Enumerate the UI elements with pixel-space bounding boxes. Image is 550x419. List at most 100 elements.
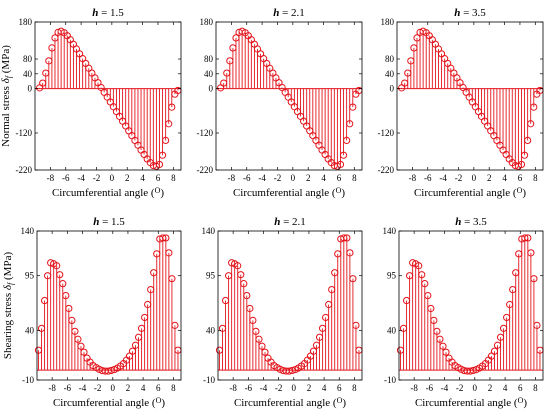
x-tick-label: 6 [337,383,342,393]
data-point [220,79,228,87]
data-point [336,160,345,169]
x-tick-label: 4 [321,173,326,183]
data-point [410,44,418,52]
y-tick-label: -10 [22,375,34,385]
data-point [42,69,50,77]
x-tick-label: 4 [141,383,146,393]
data-point [221,296,230,305]
x-tick-label: 4 [140,173,145,183]
y-tick-label: 140 [202,226,216,236]
x-tick-label: -4 [439,173,447,183]
x-tick-label: 2 [306,173,311,183]
data-point [524,136,532,144]
x-tick-label: -4 [258,173,266,183]
chart-panel-4: -8 -6 -4 -2 0 2 4 6 8 140 95 40 -10 h = 1.5 Circumfere… [2,216,182,409]
data-point [349,275,357,283]
data-point [433,327,441,335]
data-point [141,313,149,322]
data-point [153,250,161,258]
y-tick-label: -120 [378,128,395,138]
panel-title: h = 2.1 [274,216,306,228]
axes-frame [36,230,182,381]
data-point [107,366,115,375]
x-tick-label: 6 [156,383,161,393]
data-point [315,333,324,341]
data-point [80,348,88,356]
data-point [509,286,517,294]
data-point [47,259,55,267]
x-tick-label: -2 [274,173,282,183]
data-point [402,296,411,305]
data-point [77,342,85,350]
data-point [404,69,412,77]
x-tick-label: 0 [472,173,477,183]
data-point [318,324,327,332]
data-point [430,316,438,324]
y-tick-label: 0 [28,84,33,94]
data-point [439,342,447,350]
x-tick-label: -6 [245,383,253,393]
data-point [165,120,173,128]
data-point [168,275,176,283]
x-tick-label: 2 [125,173,130,183]
data-point [409,259,417,267]
y-tick-label: 180 [381,17,395,27]
x-tick-label: -2 [455,173,463,183]
data-point [37,324,46,332]
data-point [255,335,263,343]
panel-title: h = 3.5 [454,7,486,19]
y-tick-label: -220 [197,165,214,175]
data-point [349,103,357,111]
data-point [406,272,414,280]
data-point [499,324,508,332]
data-point [128,347,137,355]
axes-frame [215,21,363,171]
x-tick-label: -6 [426,383,434,393]
x-tick-label: 4 [322,383,327,393]
data-point [401,79,409,87]
x-tick-label: -8 [47,173,55,183]
x-tick-label: -8 [229,383,237,393]
x-tick-label: 8 [352,383,357,393]
data-point [506,300,514,309]
y-tick-label: 40 [204,69,214,79]
data-point [147,286,155,294]
data-point [527,120,535,128]
data-point [530,275,538,283]
x-tick-label: -8 [410,383,418,393]
data-point [215,346,224,354]
data-point [312,341,321,349]
y-tick-label: 0 [209,84,214,94]
x-tick-label: -4 [77,173,85,183]
y-tick-label: -120 [16,128,33,138]
data-point [246,304,254,313]
y-tick-label: 80 [204,54,214,64]
x-tick-label: -8 [48,383,56,393]
x-tick-label: -4 [441,383,449,393]
y-tick-label: 180 [19,17,33,27]
x-tick-label: -6 [243,173,251,183]
data-point [48,44,56,52]
y-axis-label: Shearing stress δf (MPa) [2,252,15,360]
chart-panel-5: -8 -6 -4 -2 0 2 4 6 8 140 95 40 -10 h = 2.1 Circumfere… [202,216,363,409]
y-tick-label: -10 [203,375,215,385]
y-tick-label: 40 [206,325,216,335]
data-point [512,269,520,277]
axes-frame [398,230,544,381]
x-tick-label: 2 [487,173,492,183]
x-tick-label: 0 [110,173,115,183]
x-tick-label: -8 [228,173,236,183]
data-point [62,291,70,300]
data-point [346,120,354,128]
data-point [159,234,167,242]
x-tick-label: 8 [171,173,176,183]
x-tick-label: 0 [473,383,478,393]
y-tick-label: -220 [378,165,395,175]
data-point [45,57,53,65]
y-tick-label: 140 [21,226,35,236]
y-tick-label: -10 [384,375,396,385]
y-tick-label: -120 [197,128,214,138]
x-tick-label: 2 [307,383,312,393]
